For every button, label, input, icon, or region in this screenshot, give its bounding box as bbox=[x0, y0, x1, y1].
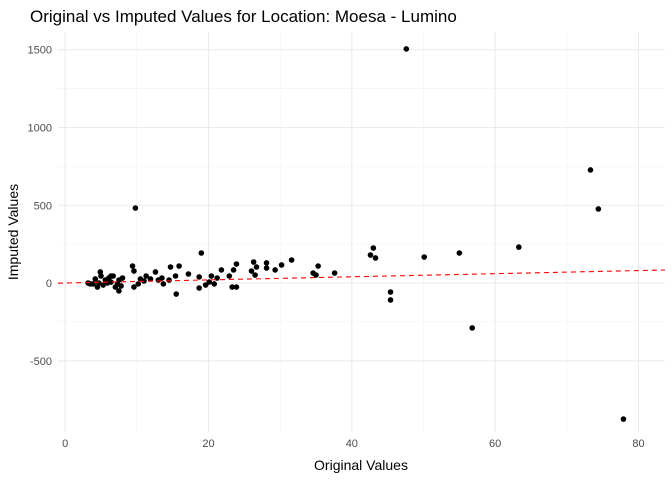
point bbox=[211, 281, 218, 287]
point bbox=[250, 259, 257, 265]
point bbox=[160, 281, 167, 287]
point bbox=[208, 273, 215, 279]
point bbox=[92, 276, 99, 282]
point bbox=[131, 268, 137, 274]
y-axis-title: Imputed Values bbox=[5, 184, 21, 280]
point bbox=[620, 416, 627, 422]
point bbox=[226, 273, 233, 279]
point bbox=[176, 263, 182, 269]
x-tick-label: 40 bbox=[346, 438, 358, 450]
point bbox=[132, 205, 139, 211]
point bbox=[253, 264, 260, 270]
point bbox=[516, 244, 522, 250]
point bbox=[230, 267, 237, 273]
point bbox=[387, 297, 394, 303]
point bbox=[372, 255, 379, 261]
y-tick-label: 0 bbox=[46, 278, 52, 290]
point bbox=[263, 265, 270, 271]
point bbox=[233, 261, 240, 267]
point bbox=[152, 269, 159, 275]
point bbox=[137, 276, 144, 282]
x-tick-label: 0 bbox=[62, 438, 68, 450]
point bbox=[272, 267, 278, 273]
point bbox=[331, 270, 338, 276]
point bbox=[263, 260, 270, 266]
point bbox=[229, 284, 235, 290]
point bbox=[97, 269, 104, 275]
point bbox=[288, 257, 295, 263]
point bbox=[112, 284, 119, 290]
point bbox=[172, 273, 179, 279]
point bbox=[135, 281, 142, 287]
point bbox=[118, 283, 124, 289]
point bbox=[202, 282, 209, 288]
point bbox=[456, 250, 463, 256]
y-tick-label: 1000 bbox=[28, 122, 52, 134]
y-tick-label: 500 bbox=[34, 200, 52, 212]
point bbox=[248, 268, 255, 274]
point bbox=[218, 267, 225, 273]
point bbox=[196, 274, 202, 280]
point bbox=[315, 263, 321, 269]
point bbox=[116, 288, 122, 294]
x-tick-label: 80 bbox=[632, 438, 644, 450]
y-tick-label: -500 bbox=[30, 356, 52, 368]
point bbox=[370, 245, 377, 251]
point bbox=[173, 291, 180, 297]
point bbox=[278, 262, 285, 268]
point bbox=[155, 277, 162, 283]
point bbox=[313, 272, 319, 278]
y-tick-label: 1500 bbox=[28, 45, 52, 57]
point bbox=[119, 275, 126, 281]
point bbox=[587, 167, 594, 173]
point bbox=[131, 284, 137, 290]
point bbox=[129, 263, 136, 269]
point bbox=[198, 250, 205, 256]
chart-title: Original vs Imputed Values for Location:… bbox=[30, 7, 457, 26]
point bbox=[94, 284, 101, 290]
point bbox=[108, 273, 114, 279]
point bbox=[367, 252, 374, 258]
point bbox=[469, 325, 476, 331]
x-tick-label: 60 bbox=[489, 438, 501, 450]
point bbox=[595, 206, 602, 212]
point bbox=[233, 284, 240, 290]
point bbox=[167, 264, 174, 270]
point bbox=[185, 271, 192, 277]
point bbox=[403, 46, 410, 52]
point bbox=[252, 272, 258, 278]
point bbox=[196, 285, 202, 291]
point bbox=[166, 277, 172, 283]
point bbox=[102, 277, 109, 283]
identity-line bbox=[57, 269, 666, 284]
point bbox=[143, 273, 149, 279]
point bbox=[147, 276, 154, 282]
point bbox=[421, 254, 428, 260]
point bbox=[100, 282, 106, 288]
point bbox=[387, 289, 394, 295]
x-tick-label: 20 bbox=[202, 438, 214, 450]
x-axis-title: Original Values bbox=[314, 457, 408, 473]
